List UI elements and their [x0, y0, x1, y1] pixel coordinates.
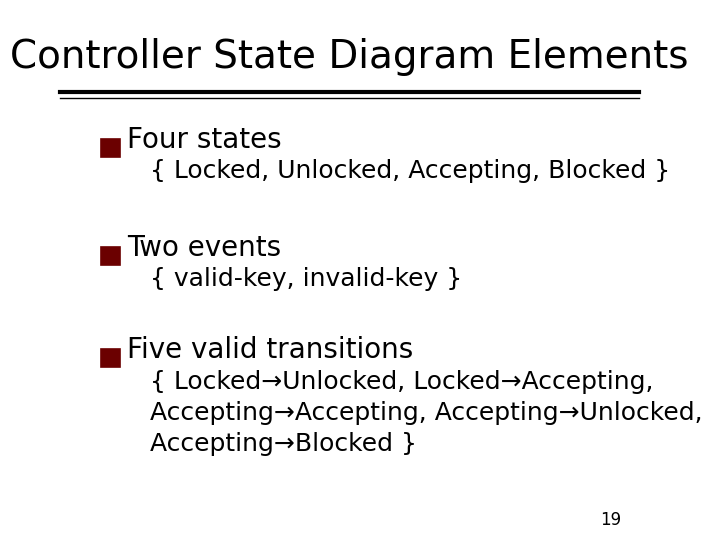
Text: Controller State Diagram Elements: Controller State Diagram Elements [10, 38, 689, 76]
FancyBboxPatch shape [101, 349, 120, 367]
Text: Five valid transitions: Five valid transitions [127, 336, 413, 365]
Text: 19: 19 [600, 511, 621, 529]
FancyBboxPatch shape [101, 139, 120, 157]
Text: { Locked, Unlocked, Accepting, Blocked }: { Locked, Unlocked, Accepting, Blocked } [150, 159, 670, 183]
Text: { valid-key, invalid-key }: { valid-key, invalid-key } [150, 267, 462, 291]
Text: Accepting→Accepting, Accepting→Unlocked,: Accepting→Accepting, Accepting→Unlocked, [150, 401, 703, 425]
FancyBboxPatch shape [101, 247, 120, 265]
Text: Accepting→Blocked }: Accepting→Blocked } [150, 433, 417, 456]
Text: Four states: Four states [127, 126, 282, 154]
Text: Two events: Two events [127, 234, 281, 262]
Text: { Locked→Unlocked, Locked→Accepting,: { Locked→Unlocked, Locked→Accepting, [150, 370, 654, 394]
